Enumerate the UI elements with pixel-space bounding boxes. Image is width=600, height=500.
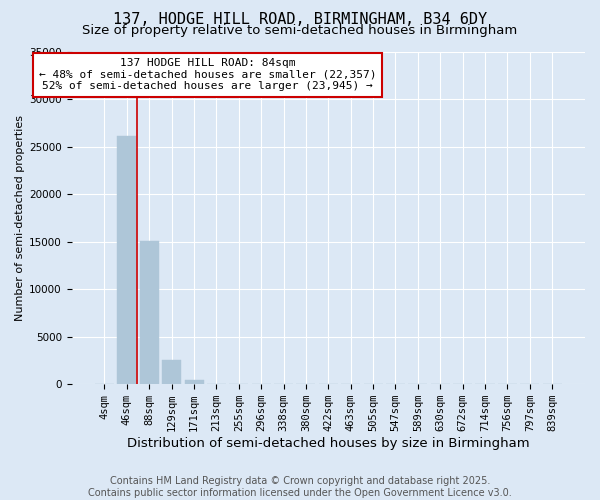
Bar — [118, 136, 136, 384]
Y-axis label: Number of semi-detached properties: Number of semi-detached properties — [15, 115, 25, 321]
Bar — [162, 360, 181, 384]
Bar — [185, 380, 203, 384]
Text: Size of property relative to semi-detached houses in Birmingham: Size of property relative to semi-detach… — [82, 24, 518, 37]
Bar — [140, 241, 159, 384]
Text: 137 HODGE HILL ROAD: 84sqm
← 48% of semi-detached houses are smaller (22,357)
52: 137 HODGE HILL ROAD: 84sqm ← 48% of semi… — [39, 58, 376, 92]
Text: Contains HM Land Registry data © Crown copyright and database right 2025.
Contai: Contains HM Land Registry data © Crown c… — [88, 476, 512, 498]
Text: 137, HODGE HILL ROAD, BIRMINGHAM, B34 6DY: 137, HODGE HILL ROAD, BIRMINGHAM, B34 6D… — [113, 12, 487, 28]
X-axis label: Distribution of semi-detached houses by size in Birmingham: Distribution of semi-detached houses by … — [127, 437, 530, 450]
